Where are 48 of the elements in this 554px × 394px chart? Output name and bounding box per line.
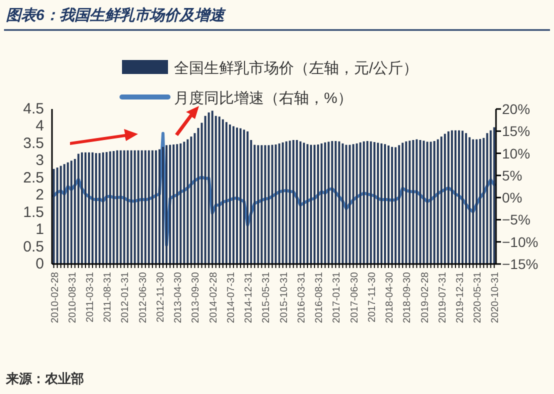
- y-tick-label: 2.5: [23, 169, 44, 186]
- x-tick-label: 2014-07-31: [226, 272, 237, 324]
- x-tick-label: 2017-11-30: [366, 272, 378, 322]
- y-tick-label: 0: [36, 256, 44, 272]
- y-tick-label: 4: [36, 118, 44, 135]
- x-tick-label: 2013-09-30: [190, 272, 202, 324]
- y2-tick-label: 5%: [502, 167, 522, 184]
- x-tick-label: 2018-09-30: [402, 272, 414, 324]
- y2-tick-label: 0%: [502, 190, 522, 206]
- y2-tick-label: −10%: [502, 234, 538, 250]
- y2-tick-label: 15%: [502, 123, 530, 140]
- y-tick-label: 1: [36, 221, 44, 238]
- x-tick-label: 2012-06-30: [138, 272, 149, 324]
- y-tick-label: 4.5: [23, 100, 44, 118]
- x-tick-label: 2010-08-31: [67, 272, 78, 324]
- y-tick-label: 2: [36, 186, 44, 204]
- x-tick-label: 2015-10-31: [278, 272, 290, 324]
- x-tick-label: 2016-08-31: [314, 272, 326, 324]
- x-tick-label: 2019-07-31: [437, 272, 448, 324]
- x-tick-label: 2017-01-31: [332, 272, 343, 324]
- x-tick-label: 2017-06-30: [349, 272, 360, 324]
- x-tick-label: 2010-02-28: [50, 272, 61, 324]
- x-tick-label: 2016-03-31: [296, 272, 308, 324]
- x-tick-label: 2020-05-31: [472, 272, 484, 324]
- y2-tick-label: 10%: [502, 145, 530, 162]
- x-tick-label: 2015-05-31: [261, 272, 272, 324]
- y2-tick-label: −5%: [502, 212, 530, 228]
- y2-tick-label: 20%: [502, 101, 530, 117]
- y-tick-label: 1.5: [23, 204, 44, 221]
- y-tick-label: 3.5: [23, 134, 44, 152]
- chart-title: 图表6：我国生鲜乳市场价及增速: [6, 6, 226, 24]
- x-tick-label: 2019-02-28: [420, 272, 431, 324]
- y-tick-label: 3: [36, 152, 44, 170]
- x-tick-label: 2020-10-31: [490, 272, 502, 324]
- x-tick-label: 2014-02-28: [208, 272, 220, 324]
- x-tick-label: 2018-04-30: [384, 272, 396, 324]
- legend-label: 月度同比增速（右轴，%）: [174, 90, 352, 107]
- x-tick-label: 2011-03-31: [85, 272, 96, 322]
- y-tick-label: 0.5: [23, 238, 44, 256]
- source-note: 来源：农业部: [5, 371, 84, 386]
- x-tick-label: 2012-01-31: [120, 272, 132, 324]
- x-tick-label: 2012-11-30: [155, 272, 166, 322]
- legend-label: 全国生鲜乳市场价（左轴，元/公斤）: [174, 60, 418, 77]
- x-tick-label: 2019-12-31: [455, 272, 466, 324]
- x-tick-label: 2014-12-31: [244, 272, 255, 324]
- x-tick-label: 2013-04-30: [173, 272, 184, 324]
- y2-tick-label: −15%: [502, 256, 538, 272]
- x-tick-label: 2011-08-31: [102, 272, 114, 322]
